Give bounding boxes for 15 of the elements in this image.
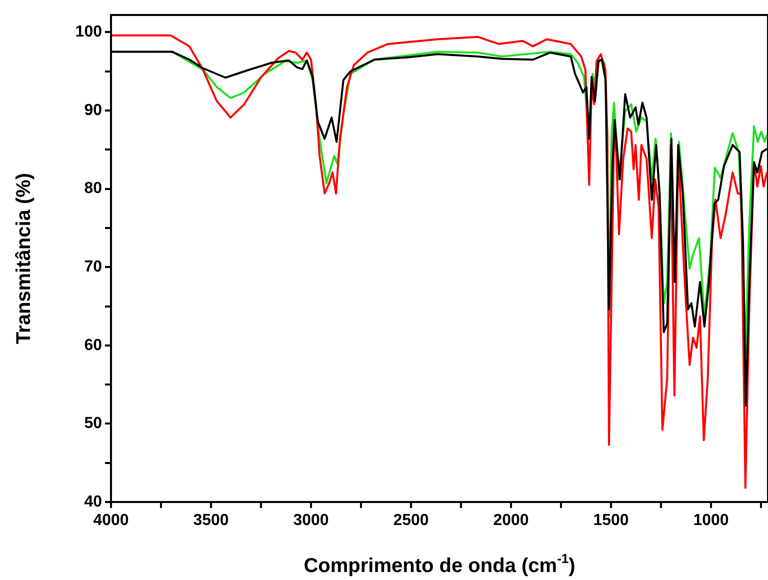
y-tick-label: 90 [84, 102, 102, 119]
x-tick-label: 2000 [493, 512, 529, 530]
x-tick-label: 3500 [193, 512, 229, 530]
y-tick-label: 40 [84, 493, 102, 510]
y-tick-label: 60 [84, 336, 102, 354]
x-tick-label: 1000 [693, 512, 729, 530]
x-tick-label: 3000 [293, 512, 329, 530]
x-tick-label: 2500 [393, 512, 429, 530]
y-tick-label: 80 [84, 180, 102, 198]
x-tick-label: 1500 [593, 512, 629, 530]
y-tick-label: 70 [84, 258, 102, 276]
x-tick-label: 4000 [93, 512, 129, 530]
y-axis-title: Transmitância (%) [13, 172, 35, 344]
y-tick-label: 50 [84, 415, 102, 432]
y-tick-label: 100 [75, 24, 102, 41]
